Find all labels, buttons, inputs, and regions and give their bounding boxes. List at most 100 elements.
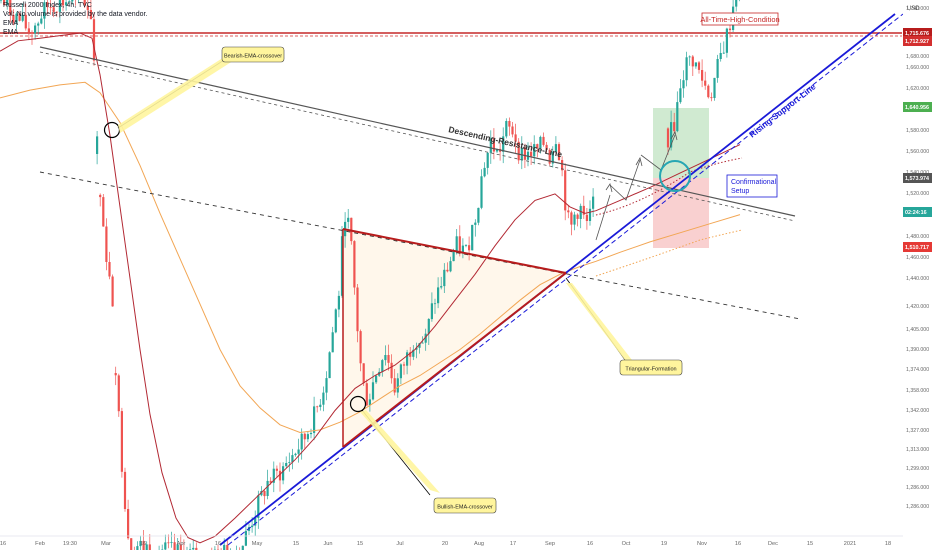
arrow-path	[595, 194, 611, 241]
candle-body	[306, 434, 309, 440]
confirmational-label-2: Setup	[731, 188, 749, 195]
time-tick-label: 16	[140, 541, 146, 547]
descending-resistance-line[interactable]	[39, 46, 796, 217]
ema-legend-2[interactable]: EMA	[3, 29, 19, 36]
price-tick-label: 1,680.000	[906, 54, 929, 60]
candle-body	[114, 373, 117, 376]
candle-body	[368, 399, 371, 406]
candle-body	[464, 245, 468, 246]
candle-body	[102, 197, 105, 227]
time-axis-ticks: 16 Feb 19:30 Mar 16 Apr 16 May 15 Jun 15 Jul 20 Aug 17…	[0, 541, 891, 547]
candle-body	[666, 128, 670, 148]
chart-title: Russell 2000 Index, 4h, TVC	[3, 2, 92, 9]
triangle-bottom-line[interactable]	[342, 272, 567, 448]
ath-label: All-Time-High-Condition	[700, 15, 779, 24]
candle-body	[359, 331, 362, 364]
candle-body	[269, 480, 272, 483]
candle-body	[424, 333, 427, 343]
candle-body	[52, 7, 55, 12]
triangle-callout-wedge	[566, 283, 632, 360]
candle-body	[0, 0, 3, 1]
candle-body	[576, 214, 579, 219]
confirmational-label-1: Confirmational	[731, 179, 777, 186]
time-tick-label: Sep	[545, 541, 555, 547]
candle-body	[347, 217, 350, 222]
time-tick-label: 16	[735, 541, 741, 547]
price-tag-box	[903, 242, 932, 252]
candle-body	[474, 222, 477, 225]
candle-body	[117, 375, 120, 412]
price-tag-label: 1,573.974	[905, 176, 929, 182]
ema-legend-1[interactable]: EMA	[3, 20, 19, 27]
candle-body	[483, 167, 486, 177]
bullish-crossover-circle[interactable]	[349, 395, 367, 413]
candle-body	[505, 121, 508, 137]
price-tag-label: 1,712.927	[905, 39, 929, 45]
candle-body	[514, 134, 517, 142]
price-axis-panel[interactable]	[903, 0, 932, 550]
candle-body	[564, 170, 567, 211]
ema-fast-line[interactable]	[0, 32, 741, 544]
time-tick-label: 15	[807, 541, 813, 547]
candle-body	[579, 205, 582, 219]
bearish-ema-callout[interactable]	[221, 46, 285, 63]
candle-body	[517, 141, 520, 161]
candle-body	[461, 245, 464, 254]
candle-body	[145, 544, 148, 550]
price-tick-label: 1,660.000	[906, 65, 929, 71]
candle-body	[251, 525, 254, 528]
candle-body	[120, 411, 123, 472]
candle-body	[412, 349, 415, 357]
ema-slow-projection	[595, 229, 743, 277]
candle-body	[331, 332, 334, 353]
candle-body	[108, 262, 111, 277]
candle-body	[170, 542, 173, 543]
candle-body	[371, 382, 375, 400]
candle-body	[340, 236, 344, 296]
candle-body	[707, 85, 710, 98]
candle-body	[719, 53, 722, 59]
triangle-top-line[interactable]	[342, 228, 567, 274]
time-tick-label: 15	[293, 541, 299, 547]
triangle-label: Triangular-Formation	[625, 367, 676, 373]
candle-body	[58, 0, 61, 12]
candle-body	[399, 364, 402, 379]
candle-body	[551, 151, 554, 164]
candle-body	[179, 544, 182, 550]
candle-body	[530, 151, 533, 157]
bullish-ema-callout[interactable]	[433, 497, 497, 514]
candle-body	[670, 122, 673, 148]
time-tick-label: 18	[885, 541, 891, 547]
candle-body	[421, 342, 424, 344]
candle-body	[542, 136, 545, 145]
candle-body	[195, 547, 198, 550]
price-tick-label: 1,580.000	[906, 128, 929, 134]
price-tag-box	[903, 173, 932, 183]
price-tick-label: 1,480.000	[906, 234, 929, 240]
candle-body	[226, 544, 229, 550]
candle-body	[722, 52, 725, 54]
candle-body	[285, 463, 288, 467]
candle-body	[673, 122, 676, 132]
time-tick-label: 16	[587, 541, 593, 547]
candle-body	[458, 236, 461, 254]
candle-body	[588, 208, 592, 221]
confirmational-setup-box[interactable]	[726, 174, 778, 198]
candle-body	[266, 480, 269, 496]
time-tick-label: Jun	[323, 541, 332, 547]
candle-body	[676, 102, 679, 132]
candle-body	[356, 287, 359, 332]
candle-body	[679, 88, 682, 103]
confirmation-circle[interactable]	[659, 160, 691, 192]
candle-body	[716, 59, 719, 78]
descending-lower-dashed-line[interactable]	[39, 171, 801, 320]
candle-body	[294, 453, 297, 456]
triangle-callout[interactable]	[619, 359, 683, 376]
candle-body	[27, 28, 30, 33]
ath-label-box[interactable]	[701, 12, 779, 26]
price-tick-label: 1,342.000	[906, 408, 929, 414]
arrow-head	[605, 183, 613, 193]
candle-body	[455, 236, 458, 252]
candle-body	[548, 149, 551, 164]
